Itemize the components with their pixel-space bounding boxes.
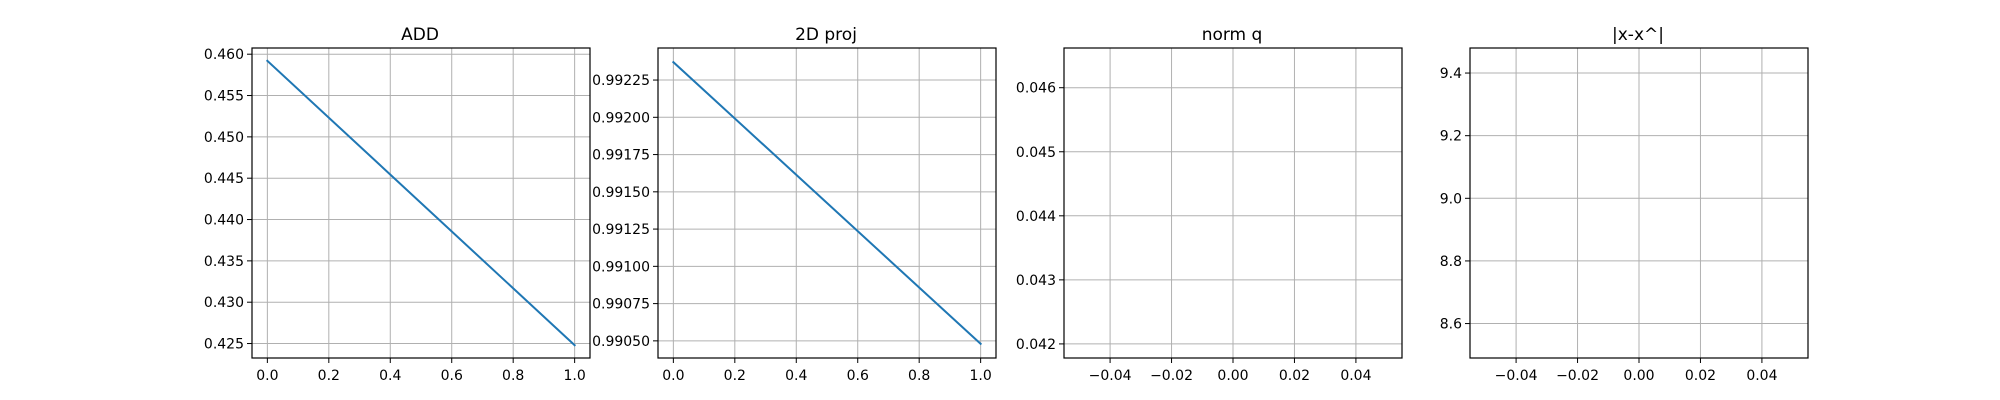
y-tick-label: 0.440 (204, 213, 244, 229)
x-tick-label: 0.6 (441, 368, 463, 384)
subplot-title: norm q (1202, 25, 1263, 45)
y-tick-label: 8.8 (1440, 254, 1462, 270)
x-tick-label: −0.04 (1495, 368, 1538, 384)
y-tick-label: 8.6 (1440, 317, 1462, 333)
y-tick-label: 0.430 (204, 295, 244, 311)
x-tick-label: 0.0 (256, 368, 278, 384)
subplot-title: ADD (401, 25, 439, 45)
x-tick-label: 0.8 (908, 368, 930, 384)
y-tick-label: 0.99200 (592, 110, 650, 126)
y-tick-label: 0.045 (1016, 145, 1056, 161)
series-line (671, 60, 983, 346)
y-tick-label: 0.046 (1016, 81, 1056, 97)
x-tick-label: −0.02 (1556, 368, 1599, 384)
x-tick-label: 1.0 (564, 368, 586, 384)
x-tick-label: 0.04 (1340, 368, 1371, 384)
y-tick-label: 0.99100 (592, 259, 650, 275)
x-tick-label: 0.00 (1623, 368, 1654, 384)
y-tick-label: 0.99150 (592, 185, 650, 201)
x-tick-label: 0.00 (1217, 368, 1248, 384)
x-tick-label: 0.04 (1746, 368, 1777, 384)
x-tick-label: 0.4 (379, 368, 401, 384)
y-tick-label: 0.445 (204, 171, 244, 187)
y-tick-label: 0.460 (204, 47, 244, 63)
x-tick-label: 0.6 (847, 368, 869, 384)
y-tick-label: 0.99075 (592, 297, 650, 313)
x-tick-label: 0.2 (724, 368, 746, 384)
x-tick-label: −0.04 (1089, 368, 1132, 384)
y-tick-label: 9.0 (1440, 191, 1462, 207)
subplot-x-error: |x-x^| −0.04 −0.02 0.00 0.02 0.04 8.6 8.8 9.0 9.… (1440, 25, 1809, 384)
y-tick-label: 9.4 (1440, 66, 1462, 82)
subplot-norm-q: norm q −0.04 −0.02 0.00 0.02 0.04 0.042 0.043 0… (1016, 25, 1403, 384)
subplot-add: ADD 0.0 0.2 0.4 0.6 0.8 1.0 0.425 0.430 0.435 0.4… (204, 25, 591, 384)
x-tick-label: −0.02 (1150, 368, 1193, 384)
y-tick-label: 0.99125 (592, 222, 650, 238)
y-tick-label: 0.044 (1016, 209, 1056, 225)
x-tick-label: 0.2 (318, 368, 340, 384)
x-tick-label: 0.02 (1279, 368, 1310, 384)
subplot-2d-proj: 2D proj 0.0 0.2 0.4 0.6 0.8 1.0 0.99050 0.99075… (592, 25, 997, 384)
y-tick-label: 9.2 (1440, 129, 1462, 145)
x-tick-label: 1.0 (970, 368, 992, 384)
x-tick-label: 0.0 (662, 368, 684, 384)
y-tick-label: 0.425 (204, 337, 244, 353)
x-tick-label: 0.02 (1685, 368, 1716, 384)
y-tick-label: 0.042 (1016, 337, 1056, 353)
y-tick-label: 0.455 (204, 89, 244, 105)
y-tick-label: 0.435 (204, 254, 244, 270)
x-tick-label: 0.4 (785, 368, 807, 384)
y-tick-label: 0.99175 (592, 148, 650, 164)
y-tick-label: 0.043 (1016, 273, 1056, 289)
y-tick-label: 0.99050 (592, 334, 650, 350)
subplot-title: 2D proj (795, 25, 857, 45)
plot-frame (657, 47, 997, 359)
y-tick-label: 0.99225 (592, 73, 650, 89)
subplot-title: |x-x^| (1612, 25, 1664, 45)
y-tick-label: 0.450 (204, 130, 244, 146)
plot-frame (251, 47, 591, 359)
series-line (265, 59, 577, 347)
x-tick-label: 0.8 (502, 368, 524, 384)
